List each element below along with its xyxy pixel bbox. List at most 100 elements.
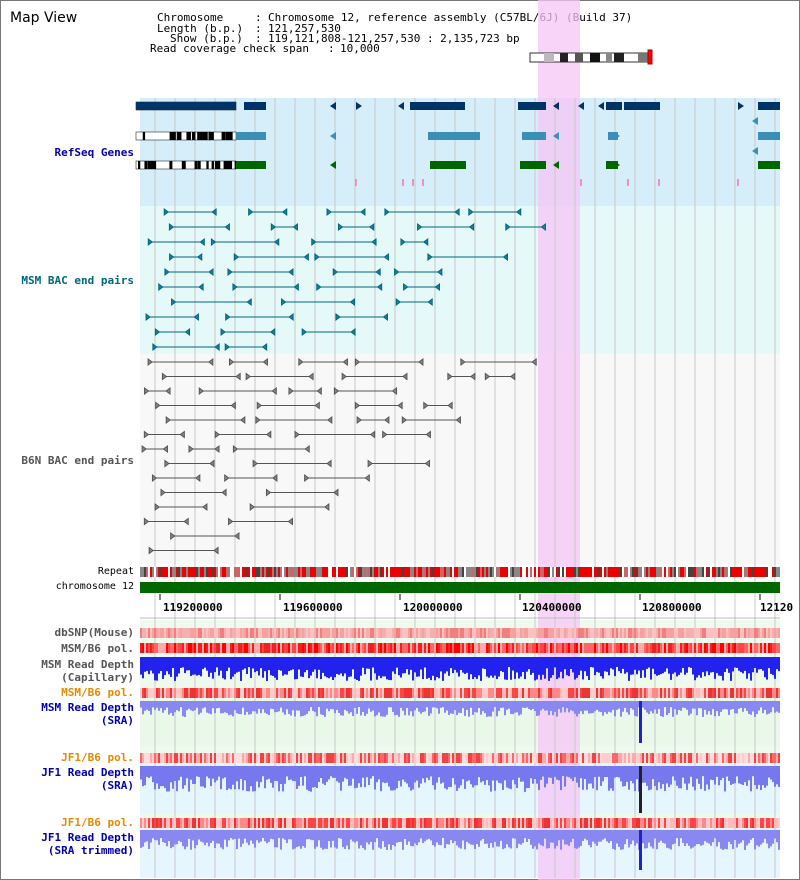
- b6n-bac-pair-end: [154, 503, 160, 511]
- jf1-trim-depth-bar: [406, 830, 408, 845]
- jf1-pol2-bin: [222, 818, 224, 828]
- b6n-bac-track[interactable]: [141, 358, 537, 555]
- depth-tracks[interactable]: [140, 657, 780, 870]
- jf1-trim-depth-bar: [400, 830, 402, 842]
- jf1-pol2-bin: [652, 818, 654, 828]
- dbsnp-bin: [288, 628, 290, 638]
- jf1-trim-depth-bar: [664, 830, 666, 844]
- msm-pol-bin: [380, 643, 382, 653]
- jf1-trim-depth-bar: [486, 830, 488, 844]
- jf1-pol2-bin: [282, 818, 284, 828]
- msm-sra-depth-bar: [604, 701, 606, 713]
- dbsnp-bin: [330, 628, 332, 638]
- msm-pol-bin: [320, 643, 322, 653]
- jf1-pol2-bin: [292, 818, 294, 828]
- jf1-sra-depth-bar: [552, 766, 554, 784]
- jf1-pol2-bin: [556, 818, 558, 828]
- repeat-track[interactable]: [140, 567, 780, 577]
- msm-pol2-bin: [396, 688, 398, 698]
- repeat-bin: [280, 567, 282, 577]
- msm-cap-depth-bar: [156, 657, 158, 681]
- b6n-bac-pair-end: [148, 546, 154, 555]
- msm-bac-pair-end: [505, 223, 511, 231]
- msm-pol2-bin: [398, 688, 400, 698]
- highlight-region[interactable]: [538, 0, 580, 880]
- heat-tracks[interactable]: [140, 628, 780, 828]
- repeat-bin: [190, 567, 192, 577]
- msm-pol-bin: [222, 643, 224, 653]
- b6n-bac-pair-end: [418, 358, 424, 366]
- jf1-pol2-bin: [342, 818, 344, 828]
- msm-pol-bin: [714, 643, 716, 653]
- jf1-pol2-bin: [674, 818, 676, 828]
- msm-pol-bin: [480, 643, 482, 653]
- msm-sra-depth-bar: [598, 701, 600, 712]
- jf1-sra-depth-bar: [504, 766, 506, 781]
- jf1-pol-bin: [696, 753, 698, 763]
- msm-pol-bin: [218, 643, 220, 653]
- b6n-bac-pair-end: [228, 358, 235, 366]
- repeat-bin: [464, 567, 466, 577]
- refseq-gene-track[interactable]: [135, 101, 780, 186]
- chromosome-bar[interactable]: [140, 582, 780, 593]
- jf1-pol2-bin: [270, 818, 272, 828]
- jf1-trim-depth-bar: [342, 830, 344, 847]
- chromosome-ideogram[interactable]: [529, 49, 653, 65]
- jf1-trim-depth-bar: [354, 830, 356, 843]
- jf1-pol2-bin: [190, 818, 192, 828]
- jf1-pol2-bin: [274, 818, 276, 828]
- jf1-pol-bin: [466, 753, 468, 763]
- jf1-pol-bin: [594, 753, 596, 763]
- jf1-pol-bin: [324, 753, 326, 763]
- jf1-pol2-bin: [256, 818, 258, 828]
- jf1-trim-depth-bar: [198, 830, 200, 840]
- jf1-sra-depth-bar: [356, 766, 358, 788]
- dbsnp-bin: [562, 628, 564, 638]
- msm-cap-depth-bar: [560, 657, 562, 672]
- msm-pol2-bin: [338, 688, 340, 698]
- msm-pol-bin: [560, 643, 562, 653]
- b6n-bac-pair-end: [262, 358, 268, 366]
- repeat-bin: [566, 567, 568, 577]
- jf1-trim-depth-bar: [356, 830, 358, 842]
- msm-pol2-bin: [600, 688, 602, 698]
- jf1-trim-depth-bar: [260, 830, 262, 842]
- msm-pol-bin: [430, 643, 432, 653]
- b6n-bac-pair-end: [397, 401, 403, 410]
- dbsnp-bin: [418, 628, 420, 638]
- jf1-trim-depth-bar: [264, 830, 266, 842]
- msm-sra-depth-bar: [436, 701, 438, 709]
- jf1-pol2-bin: [144, 818, 146, 828]
- msm-bac-track[interactable]: [145, 208, 546, 351]
- msm-pol-bin: [250, 643, 252, 653]
- jf1-trim-depth-bar: [284, 830, 286, 840]
- jf1-trim-depth-bar: [452, 830, 454, 844]
- jf1-pol-bin: [168, 753, 170, 763]
- jf1-sra-depth-bar: [694, 766, 696, 791]
- dbsnp-bin: [708, 628, 710, 638]
- b6n-bac-pair-end: [144, 387, 150, 395]
- msm-pol2-bin: [724, 688, 726, 698]
- msm-cap-depth-bar: [302, 657, 304, 677]
- jf1-sra-depth-bar: [148, 766, 150, 779]
- msm-sra-depth-bar: [364, 701, 366, 716]
- jf1-trim-depth-bar: [154, 830, 156, 841]
- jf1-trim-depth-bar: [626, 830, 628, 840]
- msm-sra-depth-bar: [404, 701, 406, 716]
- msm-sra-depth-bar: [260, 701, 262, 714]
- msm-pol-bin: [678, 643, 680, 653]
- msm-cap-depth-bar: [624, 657, 626, 674]
- msm-cap-depth-bar: [244, 657, 246, 669]
- msm-pol2-bin: [190, 688, 192, 698]
- msm-cap-depth-bar: [708, 657, 710, 676]
- msm-cap-depth-bar: [492, 657, 494, 678]
- msm-sra-depth-bar: [594, 701, 596, 712]
- jf1-trim-depth-bar: [708, 830, 710, 844]
- msm-cap-depth-bar: [496, 657, 498, 680]
- jf1-trim-depth-bar: [730, 830, 732, 845]
- msm-cap-depth-bar: [226, 657, 228, 672]
- msm-cap-depth-bar: [202, 657, 204, 670]
- jf1-pol-bin: [242, 753, 244, 763]
- msm-pol-bin: [418, 643, 420, 653]
